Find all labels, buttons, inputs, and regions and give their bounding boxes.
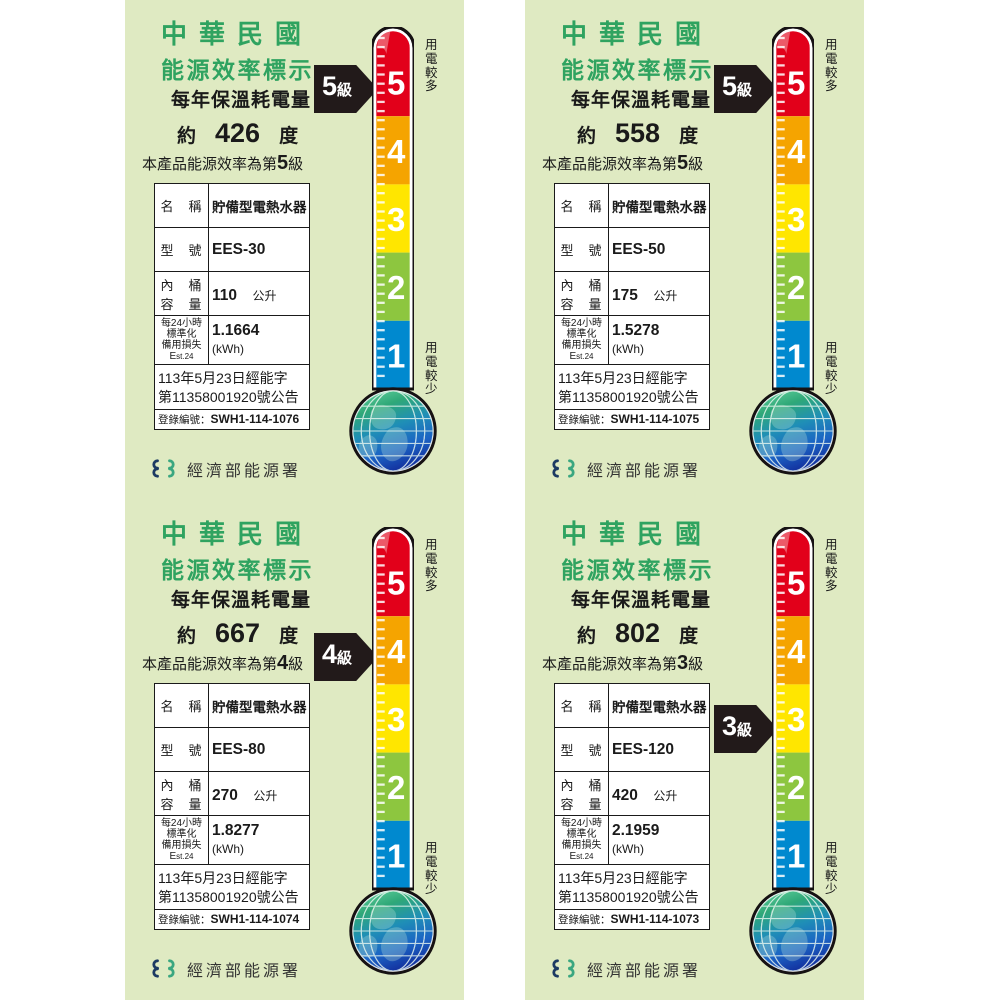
svg-text:1: 1 (787, 337, 805, 374)
svg-text:5: 5 (387, 65, 405, 102)
svg-text:4: 4 (387, 133, 406, 170)
svg-text:2: 2 (387, 769, 405, 806)
svg-text:1: 1 (387, 337, 405, 374)
svg-text:1: 1 (787, 837, 805, 874)
svg-text:3: 3 (387, 701, 405, 738)
svg-text:1: 1 (387, 837, 405, 874)
svg-text:5: 5 (787, 65, 805, 102)
svg-text:3: 3 (787, 201, 805, 238)
svg-text:4: 4 (387, 633, 406, 670)
svg-text:2: 2 (787, 269, 805, 306)
svg-text:5: 5 (787, 565, 805, 602)
svg-text:2: 2 (787, 769, 805, 806)
svg-text:4: 4 (787, 633, 806, 670)
svg-text:3: 3 (787, 701, 805, 738)
svg-text:2: 2 (387, 269, 405, 306)
svg-text:5: 5 (387, 565, 405, 602)
svg-text:3: 3 (387, 201, 405, 238)
svg-text:4: 4 (787, 133, 806, 170)
